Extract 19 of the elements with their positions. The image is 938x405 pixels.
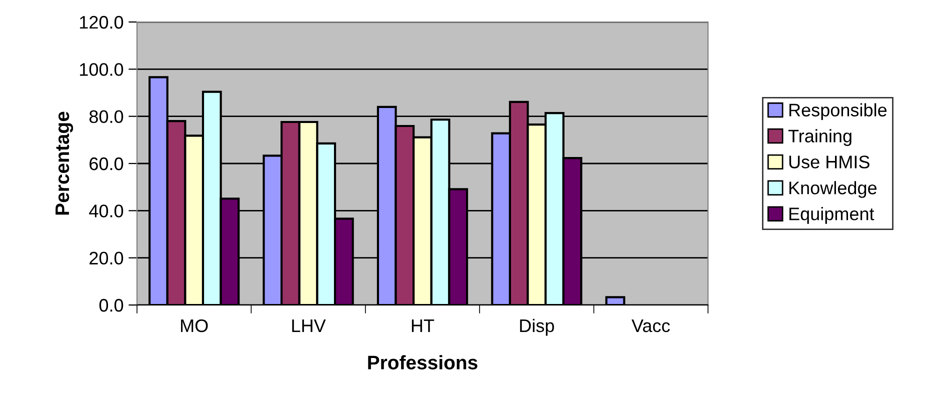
legend-label: Training [788,129,852,146]
x-tick-label: HT [412,320,434,332]
legend-label: Knowledge [789,181,877,198]
y-tick-label: 100.0 [80,63,124,76]
x-axis-title: Professions [368,355,478,370]
x-tick-label: LHV [292,320,326,332]
y-tick-label: 20.0 [90,252,124,265]
y-tick-label: 0.0 [99,298,124,312]
y-tick-label: 80.0 [89,110,124,124]
x-tick-label: Vacc [632,320,670,332]
x-tick-label: MO [181,319,208,332]
legend-label: Use HMIS [789,156,870,168]
legend-label: Equipment [789,207,874,224]
y-tick-label: 60.0 [90,157,124,170]
y-axis-title: Percentage [56,112,74,215]
y-tick-label: 40.0 [89,204,124,218]
y-tick-label: 120.0 [80,16,124,29]
legend-label: Responsible [789,103,887,120]
x-tick-label: Disp [520,318,554,336]
